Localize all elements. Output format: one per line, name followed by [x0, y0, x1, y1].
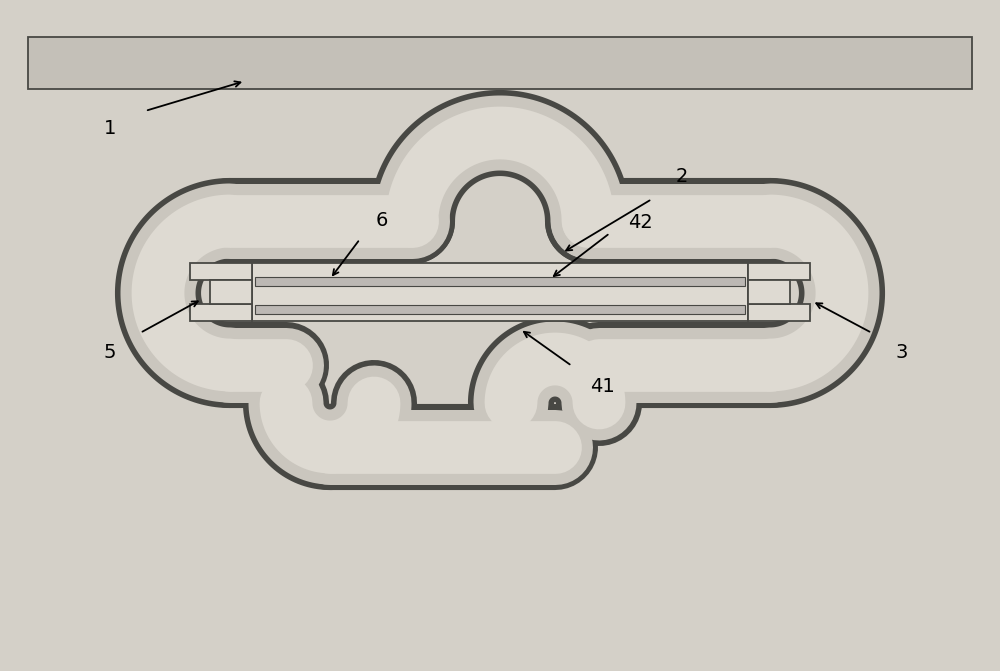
Bar	[255, 276, 745, 286]
Text: 6: 6	[376, 211, 388, 231]
Text: 42: 42	[628, 213, 652, 232]
Bar	[190, 303, 252, 321]
Bar	[255, 305, 745, 314]
Bar	[748, 280, 790, 303]
Text: 1: 1	[104, 119, 116, 138]
Bar	[252, 263, 748, 321]
Bar	[210, 280, 252, 303]
Bar	[748, 303, 810, 321]
Bar	[190, 263, 252, 280]
Bar	[748, 263, 810, 280]
Bar	[28, 37, 972, 89]
Text: 2: 2	[676, 166, 688, 185]
Text: 5: 5	[104, 344, 116, 362]
Text: 3: 3	[896, 344, 908, 362]
Text: 41: 41	[590, 376, 614, 395]
